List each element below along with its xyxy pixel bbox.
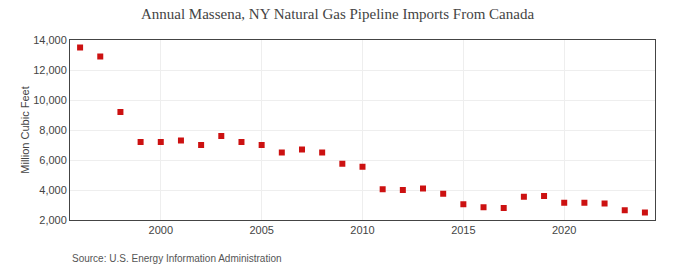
svg-text:12,000: 12,000 <box>33 64 67 76</box>
svg-text:4,000: 4,000 <box>39 184 67 196</box>
svg-text:Million Cubic Feet: Million Cubic Feet <box>19 86 31 173</box>
svg-text:2,000: 2,000 <box>39 214 67 226</box>
svg-text:2005: 2005 <box>249 224 273 236</box>
svg-text:Source: U.S. Energy Informatio: Source: U.S. Energy Information Administ… <box>72 253 282 264</box>
svg-text:10,000: 10,000 <box>33 94 67 106</box>
svg-text:Annual Massena, NY Natural Gas: Annual Massena, NY Natural Gas Pipeline … <box>141 6 534 22</box>
svg-text:2020: 2020 <box>552 224 576 236</box>
svg-text:8,000: 8,000 <box>39 124 67 136</box>
svg-text:2000: 2000 <box>149 224 173 236</box>
svg-text:2010: 2010 <box>350 224 374 236</box>
svg-text:6,000: 6,000 <box>39 154 67 166</box>
svg-text:2015: 2015 <box>451 224 475 236</box>
svg-text:14,000: 14,000 <box>33 34 67 46</box>
